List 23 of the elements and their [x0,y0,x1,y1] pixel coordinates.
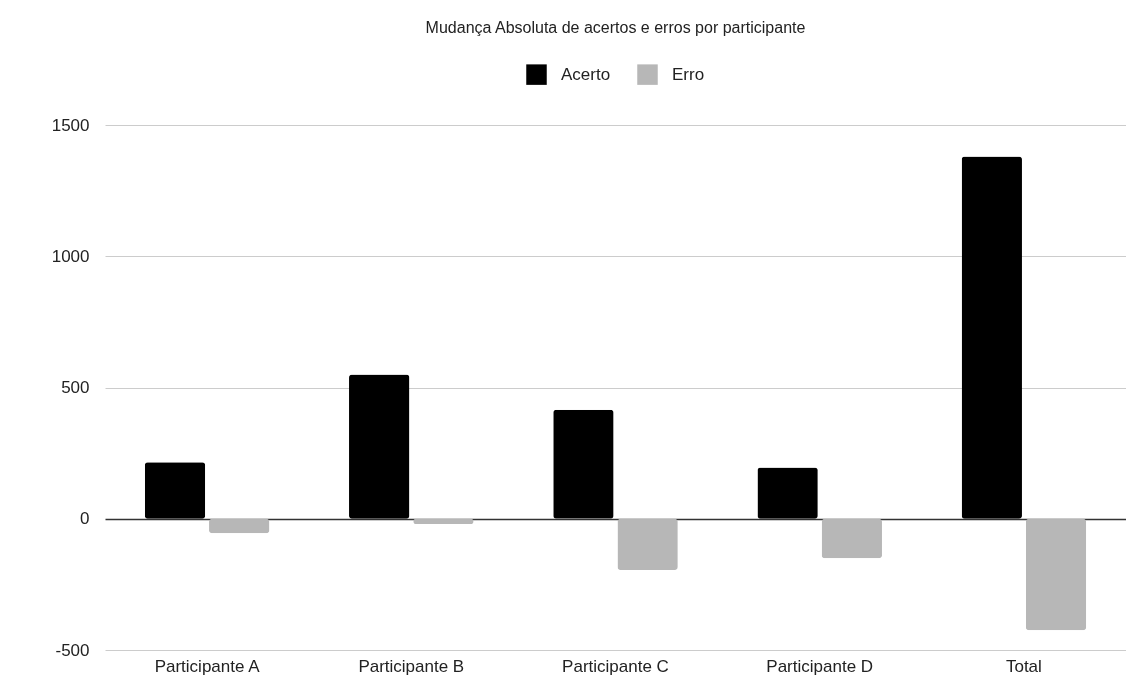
x-tick-label: Participante A [154,656,261,676]
bar [757,467,818,519]
bar [209,518,270,534]
x-tick-label: Total [1005,656,1042,676]
y-tick-label: 0 [80,509,90,529]
x-tick-label: Participante B [358,656,465,676]
bar [413,518,474,524]
x-tick-label: Participante C [562,656,669,676]
bar [144,462,206,519]
y-tick-label: 1500 [51,115,90,135]
bar [1025,518,1087,631]
x-tick-label: Participante D [766,656,874,676]
y-tick-label: -500 [55,640,90,660]
bar [349,374,410,519]
legend-label: Acerto [561,64,611,84]
bar [821,518,882,559]
y-tick-label: 500 [61,378,90,397]
legend-label: Erro [672,64,705,84]
bar [961,156,1022,519]
chart-title: Mudança Absoluta de acertos e erros por participante [425,19,806,36]
bar [553,409,614,519]
y-tick-label: 1000 [51,246,90,266]
bar [617,518,678,570]
